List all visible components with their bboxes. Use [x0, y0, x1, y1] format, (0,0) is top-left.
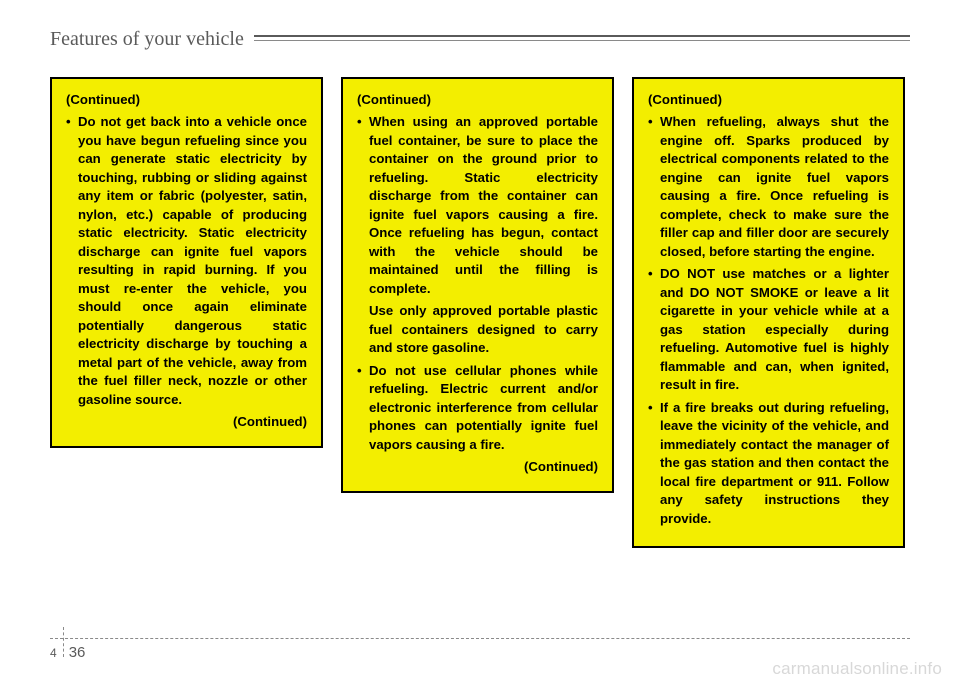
continued-label-bottom: (Continued)	[66, 413, 307, 431]
continued-label-bottom: (Continued)	[357, 458, 598, 476]
warning-list: When refueling, always shut the engine o…	[648, 113, 889, 528]
warning-list: When using an approved portable fuel con…	[357, 113, 598, 298]
warning-list: Do not get back into a vehicle once you …	[66, 113, 307, 409]
section-title: Features of your vehicle	[50, 28, 254, 51]
page-footer: 4 36	[50, 638, 910, 639]
warning-box-2: (Continued) When using an approved porta…	[341, 77, 614, 493]
warning-item: Do not get back into a vehicle once you …	[66, 113, 307, 409]
manual-page: Features of your vehicle (Continued) Do …	[0, 0, 960, 689]
header-rule	[254, 33, 910, 45]
continued-label-top: (Continued)	[648, 91, 889, 109]
content-columns: (Continued) Do not get back into a vehic…	[50, 77, 910, 548]
warning-item: DO NOT use matches or a lighter and DO N…	[648, 265, 889, 394]
warning-list: Do not use cellular phones while refueli…	[357, 362, 598, 454]
warning-item: When refueling, always shut the engine o…	[648, 113, 889, 261]
continued-label-top: (Continued)	[357, 91, 598, 109]
warning-subparagraph: Use only approved portable plastic fuel …	[357, 302, 598, 357]
chapter-number: 4	[50, 646, 63, 660]
page-number-block: 4 36	[50, 644, 85, 661]
continued-label-top: (Continued)	[66, 91, 307, 109]
warning-item: When using an approved portable fuel con…	[357, 113, 598, 298]
footer-rule	[50, 638, 910, 639]
warning-item: Do not use cellular phones while refueli…	[357, 362, 598, 454]
warning-item: If a fire breaks out during refueling, l…	[648, 399, 889, 528]
warning-box-3: (Continued) When refueling, always shut …	[632, 77, 905, 548]
watermark-text: carmanualsonline.info	[772, 659, 942, 679]
page-header: Features of your vehicle	[50, 28, 910, 51]
warning-box-1: (Continued) Do not get back into a vehic…	[50, 77, 323, 448]
page-number: 36	[64, 644, 86, 661]
